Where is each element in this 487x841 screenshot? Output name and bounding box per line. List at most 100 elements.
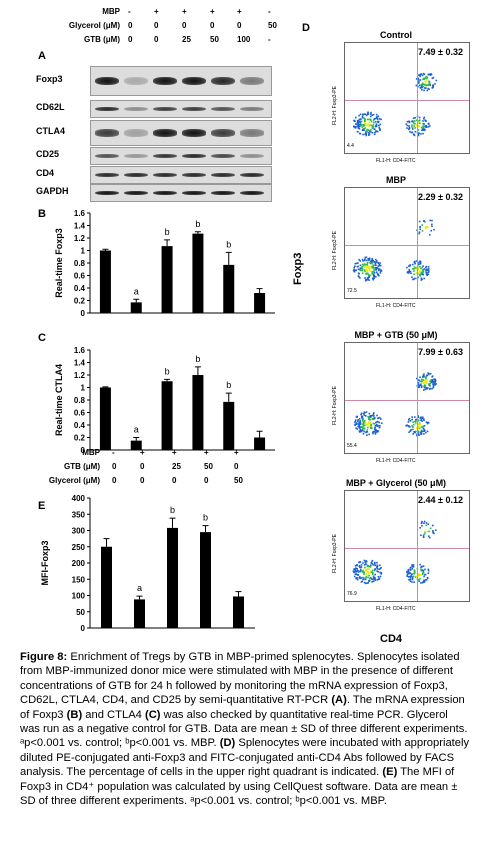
event-dot: [414, 262, 416, 265]
event-dot: [423, 386, 426, 389]
event-dot: [375, 125, 377, 127]
event-dot: [409, 265, 411, 267]
event-dot: [428, 372, 430, 375]
event-dot: [417, 431, 419, 434]
header-value: 0: [210, 21, 215, 30]
event-dot: [366, 568, 368, 570]
event-dot: [356, 569, 359, 572]
event-dot: [359, 423, 361, 426]
event-dot: [418, 263, 420, 266]
event-dot: [375, 113, 378, 116]
event-dot: [363, 263, 366, 265]
scatter-area: 7.99 ± 0.63 55.4: [344, 342, 470, 454]
event-dot: [364, 419, 366, 422]
event-dot: [370, 131, 372, 133]
caption-text-4: was also checked by quantitative real-ti…: [20, 708, 468, 736]
event-dot: [356, 573, 359, 576]
event-dot: [366, 118, 369, 121]
event-dot: [355, 116, 357, 119]
event-dot: [360, 430, 363, 433]
event-dot: [409, 578, 412, 581]
event-dot: [356, 568, 358, 570]
blot-row: [90, 147, 272, 165]
event-dot: [361, 115, 364, 118]
event-dot: [380, 572, 383, 574]
blot-band: [182, 153, 206, 159]
event-dot: [417, 415, 419, 417]
event-dot: [413, 570, 416, 572]
event-dot: [366, 273, 368, 275]
event-dot: [357, 570, 360, 572]
event-dot: [375, 117, 378, 119]
event-dot: [412, 117, 415, 119]
event-dot: [362, 260, 364, 262]
event-dot: [372, 125, 375, 128]
event-dot: [374, 131, 376, 134]
event-dot: [355, 427, 357, 429]
event-dot: [422, 132, 424, 135]
event-dot: [423, 117, 425, 120]
header-value: +: [182, 7, 187, 16]
event-dot: [372, 414, 374, 417]
event-dot: [377, 265, 380, 267]
event-dot: [371, 127, 374, 129]
event-dot: [421, 420, 423, 422]
event-dot: [407, 570, 410, 573]
event-dot: [428, 123, 430, 125]
event-dot: [420, 380, 422, 383]
event-dot: [418, 578, 420, 581]
event-dot: [424, 573, 426, 576]
event-dot: [361, 419, 364, 422]
event-dot: [363, 124, 365, 126]
event-dot: [367, 418, 370, 420]
event-dot: [374, 262, 377, 265]
y-axis-label: MFI-Foxp3: [40, 541, 50, 586]
event-dot: [366, 582, 368, 584]
event-dot: [372, 266, 374, 268]
event-dot: [419, 270, 421, 272]
event-dot: [368, 268, 370, 271]
event-dot: [370, 113, 372, 115]
event-dot: [418, 132, 420, 134]
panel-letter-e: E: [38, 500, 46, 512]
e-header-value: 50: [234, 476, 243, 485]
event-dot: [357, 119, 360, 122]
event-dot: [420, 279, 423, 281]
event-dot: [408, 268, 411, 271]
event-dot: [376, 566, 378, 568]
event-dot: [366, 270, 368, 273]
event-dot: [411, 263, 414, 266]
event-dot: [373, 415, 375, 417]
event-dot: [411, 564, 414, 566]
event-dot: [358, 565, 361, 568]
event-dot: [406, 571, 408, 574]
event-dot: [409, 568, 411, 571]
event-dot: [358, 423, 360, 425]
event-dot: [422, 416, 424, 419]
event-dot: [420, 385, 423, 387]
event-dot: [427, 373, 430, 376]
event-dot: [371, 114, 373, 116]
event-dot: [427, 271, 430, 273]
event-dot: [357, 124, 360, 126]
event-dot: [426, 430, 429, 433]
event-dot: [376, 579, 379, 581]
event-dot: [415, 119, 418, 121]
blot-band: [153, 172, 177, 178]
event-dot: [423, 579, 425, 582]
event-dot: [365, 430, 368, 433]
event-dot: [379, 262, 381, 264]
event-dot: [429, 234, 431, 236]
event-dot: [431, 387, 433, 390]
event-dot: [422, 270, 425, 273]
event-dot: [365, 256, 368, 259]
event-dot: [421, 430, 424, 432]
event-dot: [362, 413, 365, 415]
event-dot: [378, 421, 380, 424]
event-dot: [425, 579, 427, 581]
event-dot: [364, 270, 366, 273]
event-dot: [418, 116, 421, 119]
event-dot: [419, 563, 421, 566]
event-dot: [423, 373, 425, 375]
event-dot: [421, 269, 424, 271]
